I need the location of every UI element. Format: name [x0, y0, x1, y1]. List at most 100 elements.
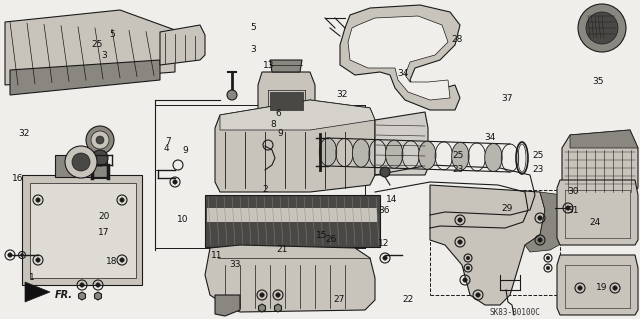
- Circle shape: [36, 258, 40, 262]
- Circle shape: [120, 258, 124, 262]
- Text: 24: 24: [589, 218, 601, 227]
- Circle shape: [463, 278, 467, 282]
- Circle shape: [538, 216, 542, 220]
- Text: 37: 37: [501, 94, 513, 103]
- Polygon shape: [160, 25, 205, 65]
- Circle shape: [566, 206, 570, 210]
- Circle shape: [260, 293, 264, 297]
- Circle shape: [458, 240, 462, 244]
- Text: 5: 5: [109, 30, 115, 39]
- Polygon shape: [525, 192, 572, 252]
- Circle shape: [546, 266, 550, 270]
- Text: 10: 10: [177, 215, 188, 224]
- Circle shape: [96, 136, 104, 144]
- Ellipse shape: [353, 139, 370, 167]
- Text: 18: 18: [106, 257, 118, 266]
- Text: 3: 3: [101, 51, 106, 60]
- Circle shape: [20, 253, 24, 256]
- Circle shape: [173, 180, 177, 184]
- Circle shape: [578, 286, 582, 290]
- Polygon shape: [10, 60, 160, 95]
- Bar: [22, 175, 142, 285]
- Circle shape: [91, 131, 109, 149]
- Text: 5: 5: [250, 23, 255, 32]
- Text: 16: 16: [12, 174, 23, 182]
- Polygon shape: [5, 10, 175, 85]
- Polygon shape: [205, 245, 375, 312]
- Circle shape: [80, 283, 84, 287]
- Circle shape: [276, 293, 280, 297]
- Text: 20: 20: [98, 212, 109, 221]
- Polygon shape: [215, 295, 240, 316]
- Text: 28: 28: [451, 35, 463, 44]
- Circle shape: [120, 198, 124, 202]
- Ellipse shape: [484, 144, 502, 171]
- Circle shape: [380, 167, 390, 177]
- Text: 9: 9: [183, 146, 188, 155]
- Text: 23: 23: [532, 165, 543, 174]
- Circle shape: [92, 150, 108, 166]
- Text: 36: 36: [378, 206, 390, 215]
- Text: SK83-B0100C: SK83-B0100C: [490, 308, 541, 317]
- Text: 17: 17: [98, 228, 109, 237]
- Text: 25: 25: [532, 151, 543, 160]
- Bar: [207, 208, 377, 222]
- Text: 14: 14: [386, 195, 397, 204]
- Bar: [270, 92, 303, 110]
- Text: 1: 1: [29, 273, 35, 282]
- Bar: [30, 183, 136, 278]
- Circle shape: [86, 126, 114, 154]
- Text: 11: 11: [211, 251, 222, 260]
- Circle shape: [546, 256, 550, 260]
- Circle shape: [383, 256, 387, 260]
- Ellipse shape: [319, 138, 337, 166]
- Text: FR.: FR.: [55, 290, 73, 300]
- Text: 6: 6: [276, 109, 281, 118]
- Polygon shape: [557, 255, 638, 315]
- Bar: [55, 155, 107, 177]
- Ellipse shape: [452, 142, 469, 170]
- Circle shape: [466, 266, 470, 270]
- Polygon shape: [275, 304, 282, 312]
- Text: 23: 23: [452, 165, 463, 174]
- Polygon shape: [340, 5, 460, 110]
- Polygon shape: [215, 100, 375, 192]
- Polygon shape: [557, 180, 638, 245]
- Text: 12: 12: [378, 239, 390, 248]
- Ellipse shape: [419, 141, 436, 169]
- Polygon shape: [25, 282, 50, 302]
- Text: 26: 26: [325, 235, 337, 244]
- Polygon shape: [348, 16, 450, 100]
- Circle shape: [578, 4, 626, 52]
- Circle shape: [476, 293, 480, 297]
- Polygon shape: [375, 112, 428, 175]
- Text: 27: 27: [333, 295, 345, 304]
- Text: 29: 29: [502, 204, 513, 213]
- Text: 2: 2: [263, 185, 268, 194]
- Circle shape: [36, 198, 40, 202]
- Polygon shape: [95, 292, 102, 300]
- Text: 32: 32: [336, 90, 348, 99]
- Text: 3: 3: [250, 45, 255, 54]
- Text: 15: 15: [316, 231, 327, 240]
- Polygon shape: [259, 304, 266, 312]
- Polygon shape: [430, 185, 545, 305]
- Circle shape: [8, 253, 12, 257]
- Circle shape: [72, 153, 90, 171]
- Polygon shape: [570, 130, 638, 148]
- Polygon shape: [220, 100, 375, 130]
- Polygon shape: [270, 60, 302, 72]
- Polygon shape: [562, 130, 638, 198]
- Circle shape: [65, 146, 97, 178]
- Text: 13: 13: [263, 61, 275, 70]
- Text: 34: 34: [397, 69, 409, 78]
- Text: 34: 34: [484, 133, 495, 142]
- Text: 9: 9: [278, 130, 283, 138]
- Circle shape: [466, 256, 470, 260]
- Text: 21: 21: [276, 245, 287, 254]
- Ellipse shape: [385, 140, 403, 168]
- Circle shape: [458, 218, 462, 222]
- Text: 30: 30: [567, 187, 579, 196]
- Text: 32: 32: [19, 130, 30, 138]
- Text: 33: 33: [229, 260, 241, 269]
